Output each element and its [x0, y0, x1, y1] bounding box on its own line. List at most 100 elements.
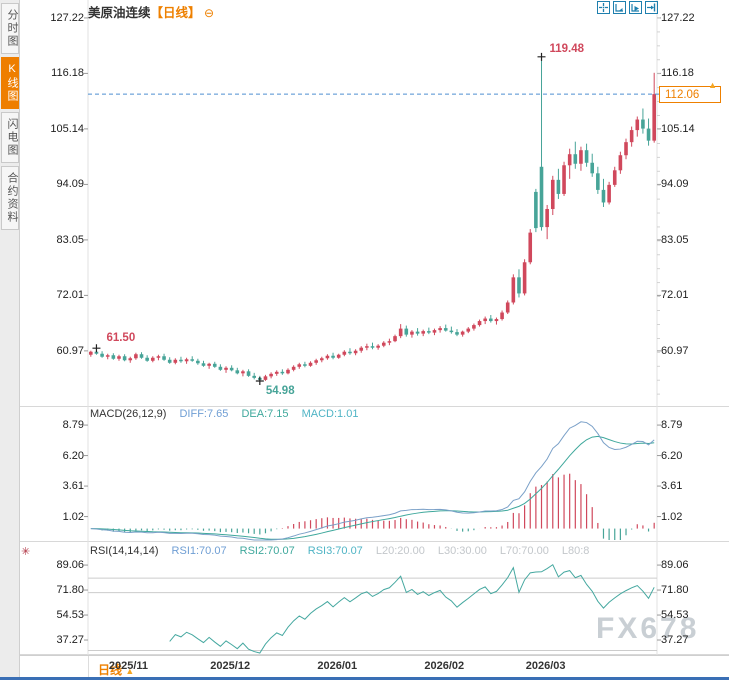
candle	[100, 351, 104, 358]
candle	[286, 368, 290, 375]
candle	[573, 141, 578, 169]
sidebar-tab-contract-info[interactable]: 合约资料	[1, 166, 19, 230]
candle	[252, 372, 256, 380]
early-high-annotation: 61.50	[106, 332, 136, 345]
price-axis-label: 94.09	[56, 178, 84, 191]
candle	[438, 326, 442, 333]
candle	[635, 116, 640, 137]
candle	[162, 353, 166, 361]
candle	[365, 343, 369, 351]
candle	[134, 352, 138, 360]
candle	[348, 348, 352, 355]
candle	[280, 369, 285, 375]
candle	[534, 188, 538, 233]
candle	[150, 356, 155, 363]
watermark: FX678	[596, 612, 700, 645]
candle	[212, 361, 217, 368]
candle	[325, 354, 330, 360]
divider	[88, 656, 89, 679]
rsi-header: RSI(14,14,14) RSI1:70.07 RSI2:70.07 RSI3…	[90, 545, 599, 557]
rsi1-value: RSI1:70.07	[171, 545, 227, 557]
candle	[342, 350, 347, 357]
auto-play-icon[interactable]	[629, 1, 642, 14]
macd-diff-value: DIFF:7.65	[179, 408, 229, 420]
macd-axis-label: 8.79	[661, 419, 683, 432]
candle	[522, 259, 527, 296]
price-axis-label: 60.97	[56, 344, 84, 357]
time-axis-bar: 日线 ▲	[20, 655, 729, 679]
candle	[122, 354, 127, 362]
chevron-up-icon: ▲	[125, 666, 135, 676]
candlestick-series[interactable]	[89, 56, 656, 381]
candle	[505, 300, 510, 315]
candle	[415, 328, 420, 336]
candle	[427, 327, 431, 335]
macd-dea-line	[90, 435, 655, 540]
candle	[387, 338, 392, 346]
candle	[314, 358, 318, 365]
period-selector[interactable]: 日线 ▲	[98, 661, 134, 678]
indicator-settings-icon[interactable]: ✳	[21, 546, 31, 558]
candle	[500, 310, 504, 321]
chart-title: 美原油连续【日线】 ⊖	[88, 2, 214, 21]
candle	[274, 370, 279, 376]
rsi-l70-value: L70:70.00	[499, 545, 549, 557]
candle	[336, 353, 341, 359]
candle	[584, 143, 589, 167]
macd-axis-label: 6.20	[62, 449, 84, 462]
candle	[483, 316, 487, 325]
price-axis-label: 72.01	[661, 289, 689, 302]
candle	[641, 108, 645, 134]
sidebar-tab-kline[interactable]: K线图	[1, 57, 19, 109]
pan-right-icon[interactable]	[645, 1, 658, 14]
candle	[601, 178, 606, 207]
candle	[545, 204, 549, 240]
window-bottom-border	[0, 677, 729, 680]
candle	[246, 369, 251, 377]
macd-axis-label: 1.02	[661, 510, 683, 523]
candle	[297, 362, 302, 369]
rsi-axis-label: 54.53	[56, 609, 84, 622]
candle	[291, 365, 296, 372]
candle	[489, 315, 493, 323]
candle	[263, 374, 268, 381]
candle	[196, 358, 200, 365]
candle	[421, 329, 426, 337]
candle	[167, 357, 172, 364]
candle	[567, 148, 572, 179]
sidebar-tab-lightning[interactable]: 闪电图	[1, 112, 19, 163]
candle	[173, 358, 178, 365]
rsi-axis-label: 37.27	[661, 634, 689, 647]
rsi-l20-value: L20:20.00	[375, 545, 425, 557]
rsi-l30-value: L30:30.00	[437, 545, 487, 557]
crosshair-icon[interactable]	[597, 1, 610, 14]
candle	[201, 360, 206, 367]
macd-axis-label: 3.61	[661, 480, 683, 493]
scale-axis-icon[interactable]	[613, 1, 626, 14]
date-label: 2025/11	[108, 660, 149, 672]
price-axis-label: 127.22	[50, 11, 84, 24]
macd-dea-value: DEA:7.15	[241, 408, 289, 420]
candle	[308, 361, 313, 367]
sidebar-tab-timeshare[interactable]: 分时图	[1, 3, 19, 54]
candle	[139, 352, 144, 359]
price-axis-label: 72.01	[56, 289, 84, 302]
collapse-icon[interactable]: ⊖	[204, 6, 215, 20]
candle	[449, 326, 454, 334]
candle	[472, 323, 476, 331]
current-price-value: 112.06	[665, 89, 700, 102]
candle	[539, 56, 544, 231]
candle	[590, 153, 595, 177]
candle	[517, 269, 521, 298]
period-tag[interactable]: 【日线】	[150, 6, 201, 20]
candle	[319, 356, 324, 363]
candle	[370, 342, 375, 350]
price-axis-label: 105.14	[50, 122, 84, 135]
candle	[190, 356, 195, 362]
candle	[624, 138, 628, 160]
chart-toolbar	[597, 1, 658, 14]
candle	[331, 352, 335, 360]
date-label: 2026/02	[424, 660, 465, 672]
extreme-marker-icon	[537, 52, 546, 61]
